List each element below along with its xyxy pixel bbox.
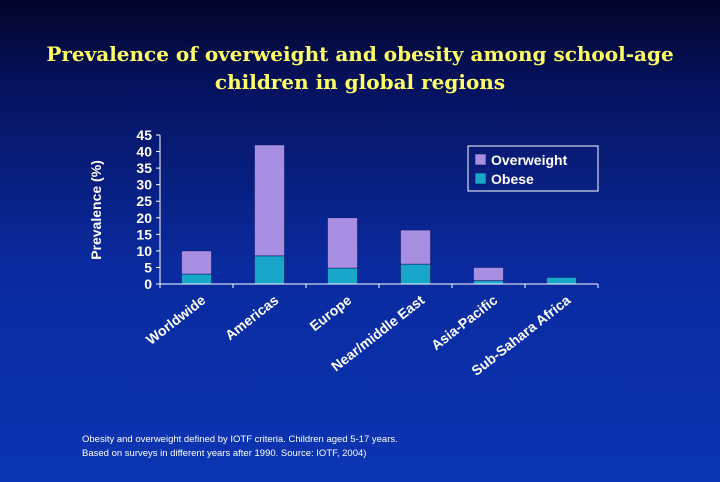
- bar-overweight-worldwide: [181, 250, 212, 275]
- slide-title: Prevalence of overweight and obesity amo…: [0, 40, 720, 96]
- y-tick-label: 10: [136, 243, 152, 259]
- legend-swatch-overweight: [474, 153, 487, 166]
- x-tick-label-asia-pacific: Asia-Pacific: [428, 292, 501, 354]
- legend-label-overweight: Overweight: [491, 152, 568, 168]
- bar-overweight-near-middle-east: [400, 229, 431, 265]
- bar-obese-worldwide: [181, 273, 212, 285]
- bar-obese-near-middle-east: [400, 263, 431, 285]
- y-tick-label: 30: [136, 177, 152, 193]
- bar-overweight-europe: [327, 217, 358, 269]
- bar-obese-europe: [327, 267, 358, 285]
- legend: Overweight Obese: [467, 145, 599, 192]
- legend-label-obese: Obese: [491, 171, 534, 187]
- y-tick-label: 20: [136, 210, 152, 226]
- bar-overweight-asia-pacific: [473, 267, 504, 281]
- y-tick-label: 35: [136, 160, 152, 176]
- footnote-line-2: Based on surveys in different years afte…: [82, 448, 367, 459]
- bar-obese-sub-sahara-africa: [546, 277, 577, 285]
- bar-obese-americas: [254, 255, 285, 285]
- x-tick-label-europe: Europe: [306, 292, 354, 334]
- legend-box: [467, 145, 599, 192]
- footnote: Obesity and overweight defined by IOTF c…: [82, 433, 702, 461]
- slide-title-line-1: Prevalence of overweight and obesity amo…: [46, 42, 674, 66]
- y-tick-label: 45: [136, 127, 152, 143]
- y-tick-label: 40: [136, 144, 152, 160]
- y-axis-label: Prevalence (%): [88, 160, 104, 260]
- bars: [181, 144, 577, 285]
- footnote-line-1: Obesity and overweight defined by IOTF c…: [82, 434, 398, 445]
- x-tick-label-americas: Americas: [222, 292, 282, 344]
- y-tick-label: 5: [144, 259, 152, 275]
- y-tick-label: 25: [136, 193, 152, 209]
- y-tick-label: 0: [144, 276, 152, 292]
- legend-swatch-obese: [474, 172, 487, 185]
- y-tick-label: 15: [136, 226, 152, 242]
- x-tick-label-worldwide: Worldwide: [143, 292, 209, 348]
- bar-overweight-americas: [254, 144, 285, 257]
- slide-title-line-2: children in global regions: [214, 70, 506, 94]
